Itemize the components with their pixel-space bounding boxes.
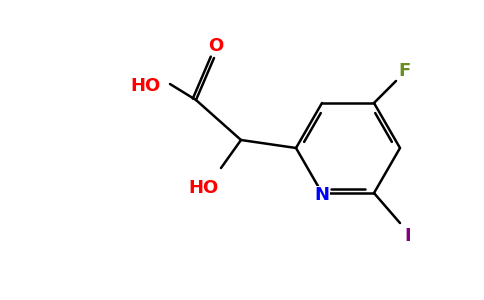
Text: N: N bbox=[315, 186, 330, 204]
Text: F: F bbox=[398, 62, 410, 80]
Text: I: I bbox=[405, 227, 411, 245]
Text: O: O bbox=[209, 37, 224, 55]
Text: HO: HO bbox=[188, 179, 218, 197]
Text: HO: HO bbox=[131, 77, 161, 95]
